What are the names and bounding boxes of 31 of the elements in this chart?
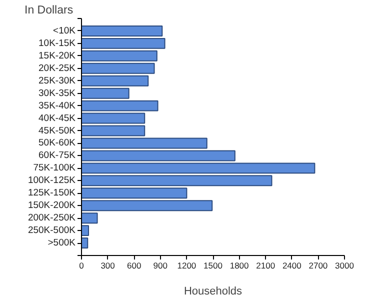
x-tick-label: 1500 xyxy=(204,260,223,270)
y-tick-label: 150K-200K xyxy=(28,200,76,212)
x-tick-label: 3000 xyxy=(335,260,354,270)
y-tick-label: 45K-50K xyxy=(38,125,76,136)
y-tick-label: 250K-500K xyxy=(28,225,76,236)
x-tick-label: 600 xyxy=(127,260,142,270)
y-tick-label: <10K xyxy=(53,25,76,36)
y-tick-label: 10K-15K xyxy=(38,38,76,49)
y-axis-title: In Dollars xyxy=(24,4,74,16)
y-tick-label: 125K-150K xyxy=(28,188,76,199)
y-tick-label: 100K-125K xyxy=(28,175,76,186)
x-tick-label: 300 xyxy=(100,260,116,270)
x-tick-label: 2400 xyxy=(282,260,302,270)
x-tick-label: 1800 xyxy=(230,260,250,270)
y-tick-label: 200K-250K xyxy=(28,212,76,224)
x-tick-label: 900 xyxy=(153,260,168,270)
x-tick-label: 2700 xyxy=(308,260,328,270)
y-tick-label: >500K xyxy=(48,238,76,249)
x-axis-title: Households xyxy=(184,286,243,298)
y-tick-label: 60K-75K xyxy=(38,150,76,162)
y-tick-label: 25K-30K xyxy=(38,75,76,86)
x-tick-label: 2100 xyxy=(256,260,276,270)
y-tick-label: 35K-40K xyxy=(38,100,76,112)
y-tick-label: 30K-35K xyxy=(38,88,76,99)
y-tick-label: 40K-45K xyxy=(38,112,76,124)
y-tick-label: 15K-20K xyxy=(38,50,76,62)
y-tick-label: 75K-100K xyxy=(33,162,76,174)
y-tick-label: 50K-60K xyxy=(38,138,76,149)
y-tick-label: 20K-25K xyxy=(38,62,76,74)
x-tick-label: 0 xyxy=(79,260,84,270)
x-tick-label: 1200 xyxy=(177,260,196,270)
